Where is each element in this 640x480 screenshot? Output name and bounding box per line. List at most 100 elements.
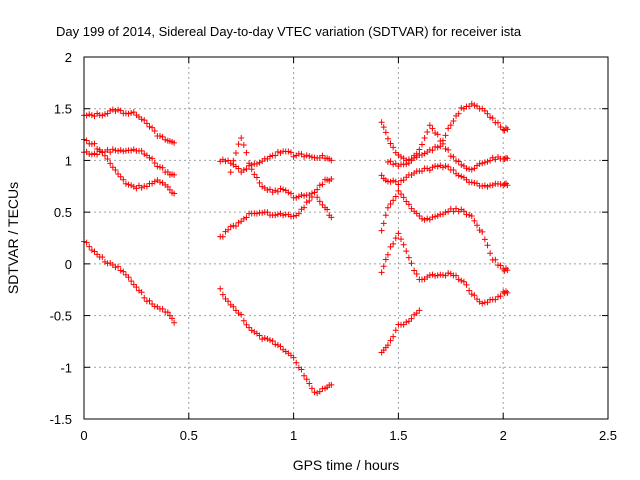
- series-trace-j: [378, 187, 511, 274]
- series-trace-f: [227, 135, 335, 201]
- data-point: [450, 117, 457, 124]
- data-point: [403, 198, 410, 205]
- data-point: [474, 180, 480, 187]
- data-point: [463, 281, 470, 288]
- y-tick-label: 1: [65, 153, 72, 168]
- data-point: [151, 159, 158, 166]
- data-point: [83, 239, 90, 246]
- data-point: [434, 131, 441, 138]
- data-point: [112, 147, 119, 154]
- data-point: [328, 214, 335, 221]
- data-point: [455, 158, 462, 165]
- data-point: [418, 168, 425, 175]
- data-point: [468, 179, 475, 186]
- data-point: [253, 160, 260, 167]
- data-point: [380, 220, 387, 227]
- data-point: [146, 154, 153, 161]
- data-point: [91, 248, 98, 255]
- data-point: [479, 300, 486, 307]
- data-point: [117, 107, 124, 114]
- series-trace-k: [378, 230, 511, 307]
- data-point: [230, 303, 237, 310]
- data-point: [426, 122, 433, 129]
- data-point: [171, 319, 178, 326]
- data-point: [484, 242, 491, 249]
- data-point: [445, 270, 452, 277]
- data-point: [476, 160, 483, 167]
- data-point: [398, 153, 405, 160]
- data-point: [138, 147, 145, 154]
- data-point: [169, 315, 176, 322]
- data-point: [328, 176, 335, 183]
- data-point: [471, 165, 478, 172]
- data-point: [154, 163, 161, 170]
- data-point: [487, 157, 494, 164]
- data-point: [272, 212, 279, 219]
- data-point: [442, 163, 449, 170]
- data-point: [125, 110, 132, 117]
- data-point: [316, 182, 323, 189]
- data-point: [107, 107, 114, 114]
- data-point: [125, 181, 132, 188]
- data-point: [424, 215, 431, 222]
- data-point: [251, 171, 258, 178]
- data-point: [96, 148, 103, 155]
- data-point: [290, 213, 297, 220]
- data-point: [303, 152, 310, 159]
- data-point: [240, 317, 247, 324]
- data-point: [280, 186, 287, 193]
- data-point: [141, 150, 148, 157]
- y-tick-label: -0.5: [50, 309, 72, 324]
- data-point: [479, 183, 486, 190]
- data-point: [442, 209, 449, 216]
- data-point: [405, 201, 412, 208]
- data-point: [156, 179, 163, 186]
- data-point: [504, 182, 511, 189]
- data-point: [504, 126, 511, 133]
- data-point: [295, 210, 302, 217]
- data-point: [416, 307, 423, 314]
- data-point: [104, 155, 111, 162]
- data-point: [308, 385, 315, 392]
- data-point: [442, 145, 449, 152]
- data-point: [316, 388, 323, 395]
- data-point: [274, 148, 281, 155]
- data-point: [219, 291, 226, 298]
- series-trace-h: [217, 285, 335, 397]
- data-point: [421, 150, 428, 157]
- data-point: [403, 161, 410, 168]
- data-point: [243, 214, 250, 221]
- data-point: [416, 146, 423, 153]
- data-point: [418, 141, 425, 148]
- data-point: [450, 153, 457, 160]
- data-point: [504, 267, 511, 274]
- data-point: [484, 158, 491, 165]
- data-point: [378, 172, 385, 179]
- data-point: [501, 156, 508, 163]
- data-point: [408, 260, 415, 267]
- data-point: [316, 198, 323, 205]
- data-point: [280, 212, 287, 219]
- data-point: [455, 276, 462, 283]
- data-point: [143, 183, 150, 190]
- data-point: [463, 165, 470, 172]
- data-point: [442, 132, 449, 139]
- data-point: [378, 119, 385, 126]
- data-point: [392, 327, 399, 334]
- data-point: [293, 359, 300, 366]
- data-point: [501, 181, 508, 188]
- data-point: [298, 366, 305, 373]
- y-axis-label: SDTVAR / TECUs: [5, 182, 21, 294]
- data-point: [494, 119, 501, 126]
- y-tick-label: -1: [60, 360, 72, 375]
- data-point: [408, 315, 415, 322]
- data-point: [453, 205, 460, 212]
- data-point: [474, 296, 480, 303]
- data-point: [458, 161, 465, 168]
- data-point: [387, 178, 394, 185]
- data-point: [458, 173, 465, 180]
- data-point: [445, 208, 452, 215]
- data-point: [405, 160, 412, 167]
- data-point: [382, 129, 389, 136]
- grid: [84, 57, 608, 419]
